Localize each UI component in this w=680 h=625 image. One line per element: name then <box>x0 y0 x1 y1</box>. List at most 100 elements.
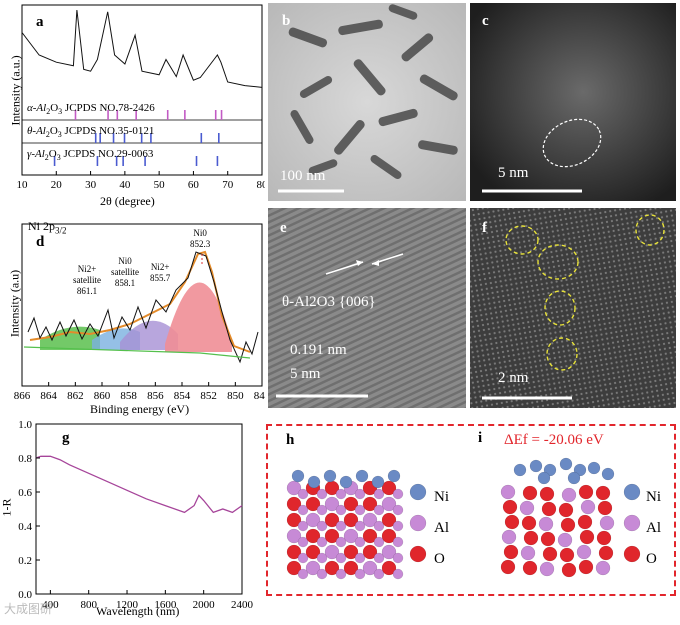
uv-xtick-label-1: 800 <box>80 599 97 611</box>
dft-models-box: h i ΔEf = -20.06 eV Ni Al O Ni Al O <box>266 424 676 596</box>
haadf-f-svg <box>470 208 676 408</box>
panel-d-x-ticks: 866 864 862 860 858 856 854 852 850 848 <box>14 382 271 402</box>
h-atom-67 <box>354 568 366 580</box>
i-atom-4 <box>578 484 594 500</box>
i-atom-28 <box>576 544 592 560</box>
i-atom-34 <box>578 559 594 575</box>
reference-sticks <box>53 110 223 166</box>
h-atom-70 <box>381 560 397 576</box>
h-ni-0 <box>291 469 305 483</box>
haadf-c-svg <box>470 3 676 201</box>
legend-i-ni: Ni <box>646 489 661 505</box>
legend-h-ni-ball <box>409 483 427 501</box>
h-atom-50 <box>305 544 321 560</box>
i-atom-21 <box>557 532 573 548</box>
xrd-tick-label-0: 10 <box>17 179 29 191</box>
h-atom-12 <box>286 496 302 512</box>
uv-xtick-label-0: 400 <box>42 599 59 611</box>
i-atom-20 <box>540 531 556 547</box>
h-atom-54 <box>343 544 359 560</box>
h-atom-48 <box>286 544 302 560</box>
h-atom-17 <box>335 504 347 516</box>
h-atom-36 <box>286 528 302 544</box>
i-atom-33 <box>561 562 577 578</box>
uv-spectrum-line <box>35 455 243 514</box>
h-atom-40 <box>324 528 340 544</box>
i-atom-9 <box>558 502 574 518</box>
legend-i-ni-ball <box>623 483 641 501</box>
ref-label-theta: θ-Al2O3 JCPDS NO.35-0121 <box>27 125 155 140</box>
panel-d-svg: 866 864 862 860 858 856 854 852 850 848 <box>14 223 271 402</box>
uv-ytick-label-5: 0.0 <box>18 589 32 601</box>
legend-i-al-ball <box>623 514 641 532</box>
h-atom-56 <box>362 544 378 560</box>
h-atom-58 <box>381 544 397 560</box>
xps-tick-label-1: 864 <box>40 390 57 402</box>
i-atom-5 <box>595 485 611 501</box>
legend-h-al-ball <box>409 514 427 532</box>
h-atom-61 <box>297 568 309 580</box>
h-atom-45 <box>373 536 385 548</box>
h-atom-16 <box>324 496 340 512</box>
uv-ytick-label-3: 0.4 <box>18 521 32 533</box>
watermark-text: 大成图研 <box>4 602 53 616</box>
i-atom-15 <box>560 517 576 533</box>
h-atom-59 <box>392 552 404 564</box>
i-atom-23 <box>596 530 612 546</box>
scale-label-e: 5 nm <box>290 366 321 382</box>
h-atom-60 <box>286 560 302 576</box>
h-atom-15 <box>316 504 328 516</box>
i-ni-3 <box>559 457 573 471</box>
h-atom-22 <box>381 496 397 512</box>
xrd-tick-label-2: 30 <box>85 179 97 191</box>
scale-label-b: 100 nm <box>280 168 326 184</box>
i-ni-0 <box>513 463 527 477</box>
i-ni-8 <box>567 471 581 485</box>
i-atom-16 <box>577 514 593 530</box>
i-ni-1 <box>529 459 543 473</box>
h-atom-51 <box>316 552 328 564</box>
i-atom-12 <box>504 514 520 530</box>
h-atom-27 <box>316 520 328 532</box>
h-atom-39 <box>316 536 328 548</box>
i-atom-3 <box>561 487 577 503</box>
h-atom-64 <box>324 560 340 576</box>
i-atom-22 <box>579 529 595 545</box>
i-atom-32 <box>539 561 555 577</box>
xps-raw-data <box>27 251 259 364</box>
panel-g-svg: 400 800 1200 1600 2000 2400 1.0 0.8 0.6 0.4 0.2 0.0 <box>18 419 253 611</box>
i-atom-29 <box>598 545 614 561</box>
xps-tick-label-8: 850 <box>227 390 244 402</box>
h-ni-1 <box>307 475 321 489</box>
panel-g: 400 800 1200 1600 2000 2400 1.0 0.8 0.6 0.4 0.2 0.0… <box>0 418 265 620</box>
panel-letter-i: i <box>478 430 483 446</box>
i-atom-7 <box>519 500 535 516</box>
i-atom-30 <box>500 559 516 575</box>
xrd-tick-label-5: 60 <box>188 179 200 191</box>
xrd-ylabel: Intensity (a.u.) <box>8 55 23 126</box>
uv-ytick-label-4: 0.2 <box>18 555 32 567</box>
ref-label-gamma: γ-Al2O3 JCPDS NO.29-0063 <box>27 148 154 163</box>
h-atom-68 <box>362 560 378 576</box>
formation-energy: ΔEf = -20.06 eV <box>504 432 604 448</box>
peak-fill-ni2-sat <box>40 326 100 350</box>
panel-f-haadf-image: f 2 nm <box>470 208 676 408</box>
h-atom-46 <box>381 528 397 544</box>
panel-letter-h: h <box>286 432 295 448</box>
i-ni-5 <box>587 461 601 475</box>
h-ni-3 <box>339 475 353 489</box>
uv-xtick-label-2: 1200 <box>116 599 139 611</box>
panel-letter-f: f <box>482 220 487 236</box>
i-atom-8 <box>541 501 557 517</box>
i-ni-7 <box>537 471 551 485</box>
h-atom-26 <box>305 512 321 528</box>
h-atom-71 <box>392 568 404 580</box>
xps-tick-label-3: 860 <box>94 390 111 402</box>
h-atom-65 <box>335 568 347 580</box>
panel-g-frame <box>35 423 243 595</box>
scale-label-c: 5 nm <box>498 165 529 181</box>
xrd-xlabel: 2θ (degree) <box>100 194 155 208</box>
i-atom-6 <box>502 499 518 515</box>
panel-a-frame <box>21 4 263 176</box>
hrtem-e-svg <box>268 208 466 408</box>
